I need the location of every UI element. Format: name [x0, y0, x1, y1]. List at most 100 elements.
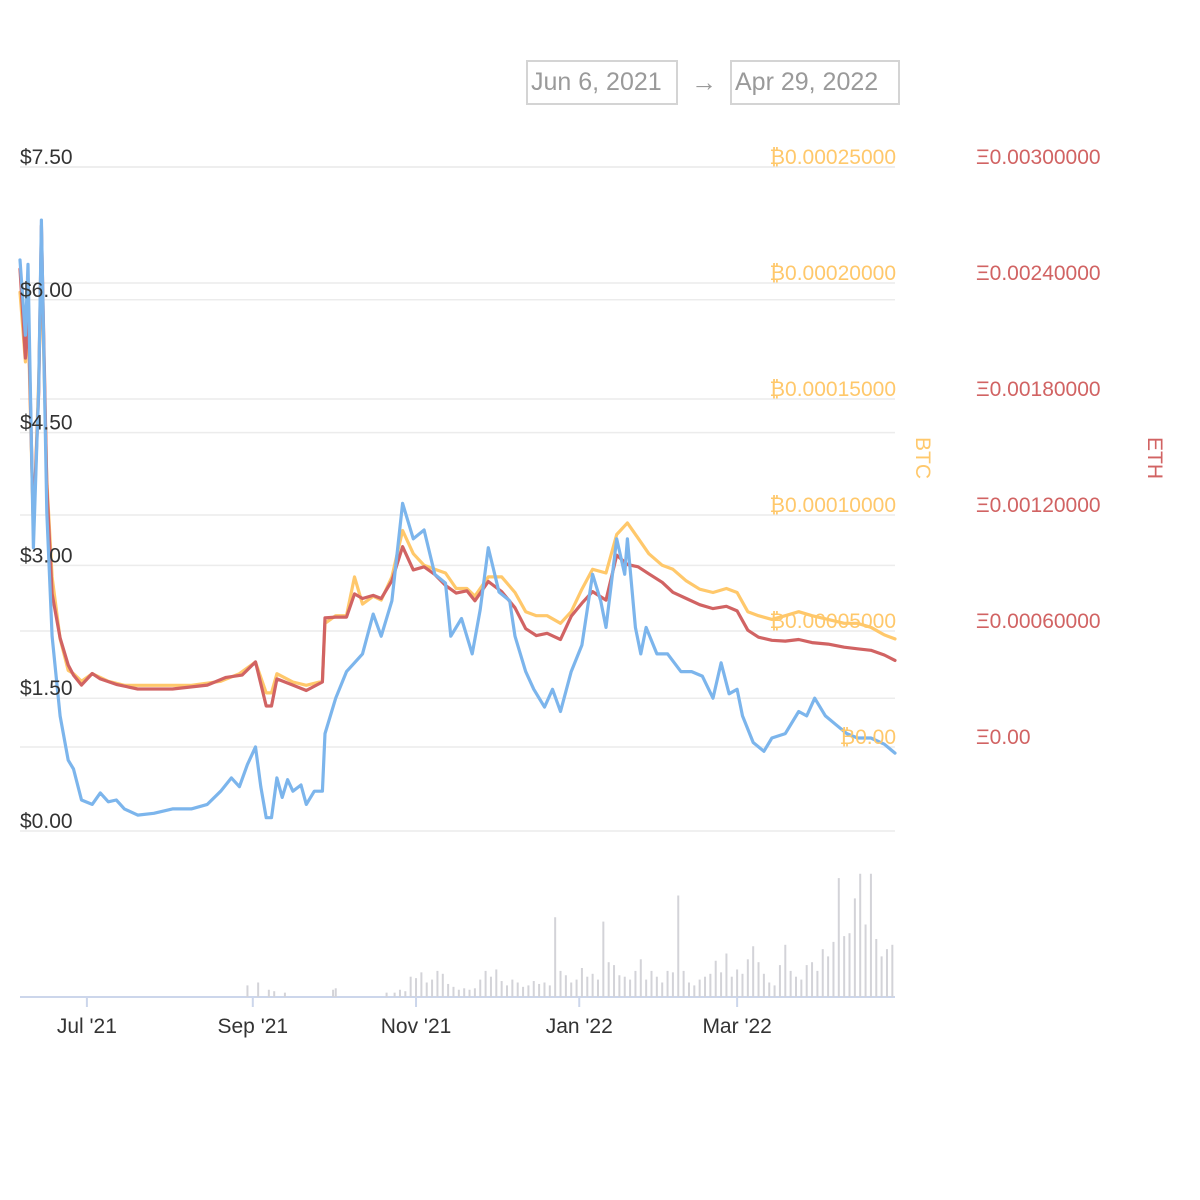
volume-bar	[463, 988, 466, 997]
volume-bar	[848, 933, 851, 997]
end-date-input[interactable]: Apr 29, 2022	[730, 60, 900, 105]
volume-bar	[420, 972, 423, 997]
volume-bar	[575, 979, 578, 997]
volume-bar	[332, 989, 335, 997]
volume-bar	[457, 989, 460, 997]
volume-bar	[559, 970, 562, 997]
volume-bar	[522, 986, 525, 997]
volume-bar	[816, 970, 819, 997]
volume-bar	[869, 873, 872, 997]
volume-bar	[811, 962, 814, 997]
volume-bar	[479, 979, 482, 997]
volume-bar	[698, 979, 701, 997]
btc-tick-label: ₿0.00020000	[770, 262, 897, 285]
volume-bar	[773, 985, 776, 997]
usd-tick-label: $7.50	[20, 146, 73, 169]
volume-bar	[784, 944, 787, 997]
volume-bar	[789, 970, 792, 997]
volume-bar	[273, 991, 276, 997]
btc-tick-label: ₿0.00010000	[770, 494, 897, 517]
volume-bar	[267, 989, 270, 997]
volume-bar	[500, 981, 503, 997]
volume-bar	[257, 982, 260, 997]
usd-tick-label: $0.00	[20, 810, 73, 833]
grid-lines	[20, 166, 895, 1007]
volume-bar	[393, 992, 396, 997]
volume-bar	[875, 939, 878, 997]
volume-bar	[730, 976, 733, 997]
usd-tick-label: $6.00	[20, 279, 73, 302]
eth-tick-label: Ξ0.00240000	[976, 262, 1101, 285]
volume-bar	[650, 970, 653, 997]
volume-bar	[398, 989, 401, 997]
volume-bar	[283, 992, 286, 997]
volume-bar	[543, 982, 546, 997]
x-tick-label: Jul '21	[57, 1015, 117, 1038]
volume-bar	[768, 982, 771, 997]
axis-labels: $0.00 $1.50 $3.00 $4.50 $6.00 $7.50 ₿0.00 ₿0.00…	[20, 146, 1166, 1038]
start-date-input[interactable]: Jun 6, 2021	[526, 60, 678, 105]
volume-bar	[532, 981, 535, 997]
volume-bar	[564, 975, 567, 997]
eth-tick-label: Ξ0.00300000	[976, 146, 1101, 169]
eth-tick-label: Ξ0.00180000	[976, 378, 1101, 401]
volume-bar	[538, 983, 541, 997]
volume-bar	[741, 973, 744, 997]
volume-bar	[613, 965, 616, 997]
volume-bar	[762, 973, 765, 997]
volume-bar	[554, 917, 557, 997]
volume-bar	[596, 979, 599, 997]
volume-bar	[404, 991, 407, 997]
volume-bar	[720, 972, 723, 997]
date-range-selector: Jun 6, 2021 → Apr 29, 2022	[526, 60, 900, 105]
volume-bar	[506, 985, 509, 997]
volume-bar	[629, 979, 632, 997]
usd-tick-label: $1.50	[20, 677, 73, 700]
volume-bar	[580, 968, 583, 997]
volume-bar	[618, 975, 621, 997]
volume-bar	[473, 988, 476, 997]
range-arrow: →	[691, 67, 717, 97]
volume-bar	[385, 992, 388, 997]
eth-axis-title: ETH	[1143, 437, 1166, 479]
volume-bar	[821, 949, 824, 997]
volume-bar	[687, 982, 690, 997]
x-tick-label: Mar '22	[702, 1015, 771, 1038]
volume-bar	[607, 962, 610, 997]
volume-bar	[639, 959, 642, 997]
volume-bar	[661, 982, 664, 997]
volume-bar	[415, 978, 418, 997]
volume-bar	[447, 983, 450, 997]
usd-tick-label: $4.50	[20, 412, 73, 435]
btc-axis-title: BTC	[911, 437, 934, 479]
volume-bar	[714, 960, 717, 997]
x-tick-label: Sep '21	[218, 1015, 289, 1038]
volume-bar	[800, 979, 803, 997]
volume-bar	[570, 982, 573, 997]
x-tick-label: Jan '22	[546, 1015, 613, 1038]
btc-tick-label: ₿0.00015000	[770, 378, 897, 401]
volume-bar	[634, 970, 637, 997]
volume-bar	[746, 959, 749, 997]
volume-bar	[859, 873, 862, 997]
volume-bar	[757, 962, 760, 997]
volume-bar	[452, 986, 455, 997]
volume-bar	[246, 985, 249, 997]
volume-bar	[586, 976, 589, 997]
volume-bar	[468, 989, 471, 997]
volume-bar	[778, 965, 781, 997]
volume-bar	[864, 924, 867, 997]
volume-bar	[655, 976, 658, 997]
volume-bar	[794, 976, 797, 997]
volume-bar	[736, 969, 739, 997]
volume-bar	[693, 985, 696, 997]
volume-bar	[752, 946, 755, 997]
volume-bar	[805, 965, 808, 997]
volume-bars	[246, 873, 894, 997]
volume-bar	[709, 973, 712, 997]
volume-bar	[484, 970, 487, 997]
volume-bar	[843, 936, 846, 997]
volume-bar	[853, 898, 856, 997]
volume-bar	[511, 979, 514, 997]
volume-bar	[489, 976, 492, 997]
